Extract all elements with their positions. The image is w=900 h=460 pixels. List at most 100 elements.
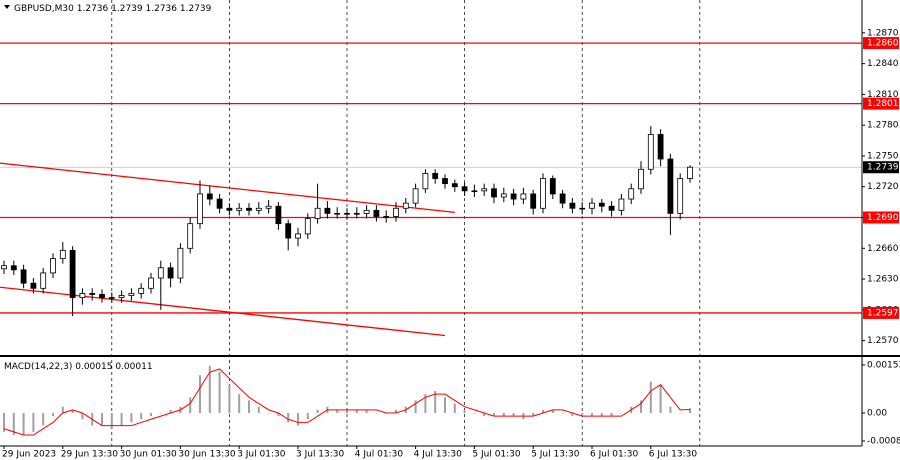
- macd-bar: [228, 384, 231, 413]
- x-tick-label: 4 Jul 01:30: [355, 450, 404, 460]
- y-tick-label: 1.2750: [867, 151, 899, 161]
- x-tick-label: 4 Jul 13:30: [414, 450, 463, 460]
- candle-body: [628, 188, 635, 200]
- x-tick-label: 6 Jul 01:30: [590, 450, 639, 460]
- candle-body: [412, 188, 419, 204]
- candle-body: [618, 198, 625, 211]
- macd-bar: [434, 391, 437, 413]
- candle-body: [246, 207, 252, 211]
- macd-bar: [375, 413, 378, 414]
- macd-bar: [542, 409, 544, 413]
- macd-value: 0.00015: [75, 362, 112, 372]
- candle-body: [461, 186, 468, 192]
- candle-body: [148, 277, 154, 289]
- candle-body: [108, 297, 115, 299]
- macd-bar: [120, 413, 123, 426]
- macd-bar: [610, 413, 613, 417]
- x-tick-label: 5 Jul 01:30: [472, 450, 521, 460]
- macd-bar: [130, 413, 133, 423]
- level-label: 1.2597: [867, 308, 899, 318]
- candle-body: [520, 193, 527, 200]
- macd-bar: [581, 413, 584, 417]
- macd-bar: [150, 413, 152, 417]
- candle-body: [647, 134, 654, 170]
- candle-body: [579, 207, 586, 210]
- price-box: [863, 161, 899, 174]
- macd-bar: [101, 413, 103, 426]
- level-label: 1.2860: [867, 39, 899, 49]
- macd-bar: [532, 413, 535, 417]
- candle-body: [540, 178, 546, 209]
- level-box: [863, 97, 899, 110]
- macd-bar: [218, 372, 221, 413]
- price-label: 1.2739: [867, 163, 899, 173]
- level-box: [863, 211, 899, 224]
- macd-bar: [208, 365, 211, 413]
- macd-bar: [561, 413, 564, 414]
- ohlc-open: 1.2736: [77, 4, 109, 14]
- level-box: [863, 37, 899, 50]
- macd-bar: [277, 413, 280, 417]
- macd-bar: [199, 375, 201, 413]
- candle-body: [530, 193, 537, 209]
- macd-bar: [248, 400, 250, 413]
- candle-body: [471, 190, 478, 193]
- candle-body: [40, 272, 47, 289]
- macd-bar: [414, 400, 417, 413]
- candle-body: [89, 293, 96, 295]
- macd-bar: [257, 406, 260, 413]
- macd-bar: [493, 413, 495, 417]
- x-tick-label: 3 Jul 13:30: [296, 450, 345, 460]
- macd-bar: [424, 394, 427, 413]
- macd-bar: [3, 413, 5, 432]
- macd-bar: [159, 413, 162, 414]
- candle-body: [383, 216, 390, 218]
- macd-bar: [502, 413, 505, 417]
- symbol: GBPUSD,M30: [14, 4, 74, 14]
- candle-body: [50, 258, 56, 274]
- macd-bar: [297, 413, 299, 426]
- candle-body: [324, 207, 331, 214]
- macd-bar: [463, 409, 466, 413]
- level-label: 1.2801: [867, 99, 899, 109]
- macd-bar: [620, 413, 623, 414]
- candle-body: [30, 282, 37, 289]
- candle-body: [344, 213, 350, 215]
- candle-body: [432, 172, 439, 179]
- candle-body: [118, 295, 125, 298]
- y-tick-label: 1.2720: [867, 182, 899, 192]
- candle-body: [569, 202, 576, 209]
- candle-body: [402, 202, 409, 209]
- candle-body: [138, 287, 145, 294]
- candle-body: [491, 188, 497, 198]
- menu-arrow[interactable]: [4, 5, 10, 9]
- y-tick-label: 1.2660: [867, 244, 899, 254]
- macd-title: MACD(14,22,3): [4, 362, 72, 372]
- candle-body: [334, 213, 341, 215]
- macd-bar: [346, 409, 348, 413]
- candle-body: [20, 269, 27, 284]
- candle-body: [500, 193, 507, 198]
- candle-body: [226, 207, 233, 211]
- ohlc-low: 1.2736: [146, 4, 178, 14]
- y-tick-label: -0.00089: [867, 436, 900, 446]
- x-tick-label: 3 Jul 01:30: [237, 450, 286, 460]
- candle-body: [353, 213, 360, 215]
- y-tick-label: 0.00: [867, 409, 887, 419]
- macd-bar: [591, 413, 593, 417]
- macd-bar: [679, 413, 682, 414]
- candle-body: [363, 209, 370, 214]
- candle-body: [304, 218, 311, 235]
- x-tick-label: 29 Jun 13:30: [61, 450, 118, 460]
- candle-body: [549, 178, 556, 195]
- candle-body: [559, 193, 566, 204]
- candle-body: [265, 205, 272, 209]
- candle-body: [422, 172, 429, 190]
- x-tick-label: 30 Jun 01:30: [120, 450, 177, 460]
- candle-body: [69, 249, 76, 298]
- candle-body: [216, 198, 223, 209]
- macd-bar: [42, 413, 45, 426]
- y-tick-label: 1.2570: [867, 336, 899, 346]
